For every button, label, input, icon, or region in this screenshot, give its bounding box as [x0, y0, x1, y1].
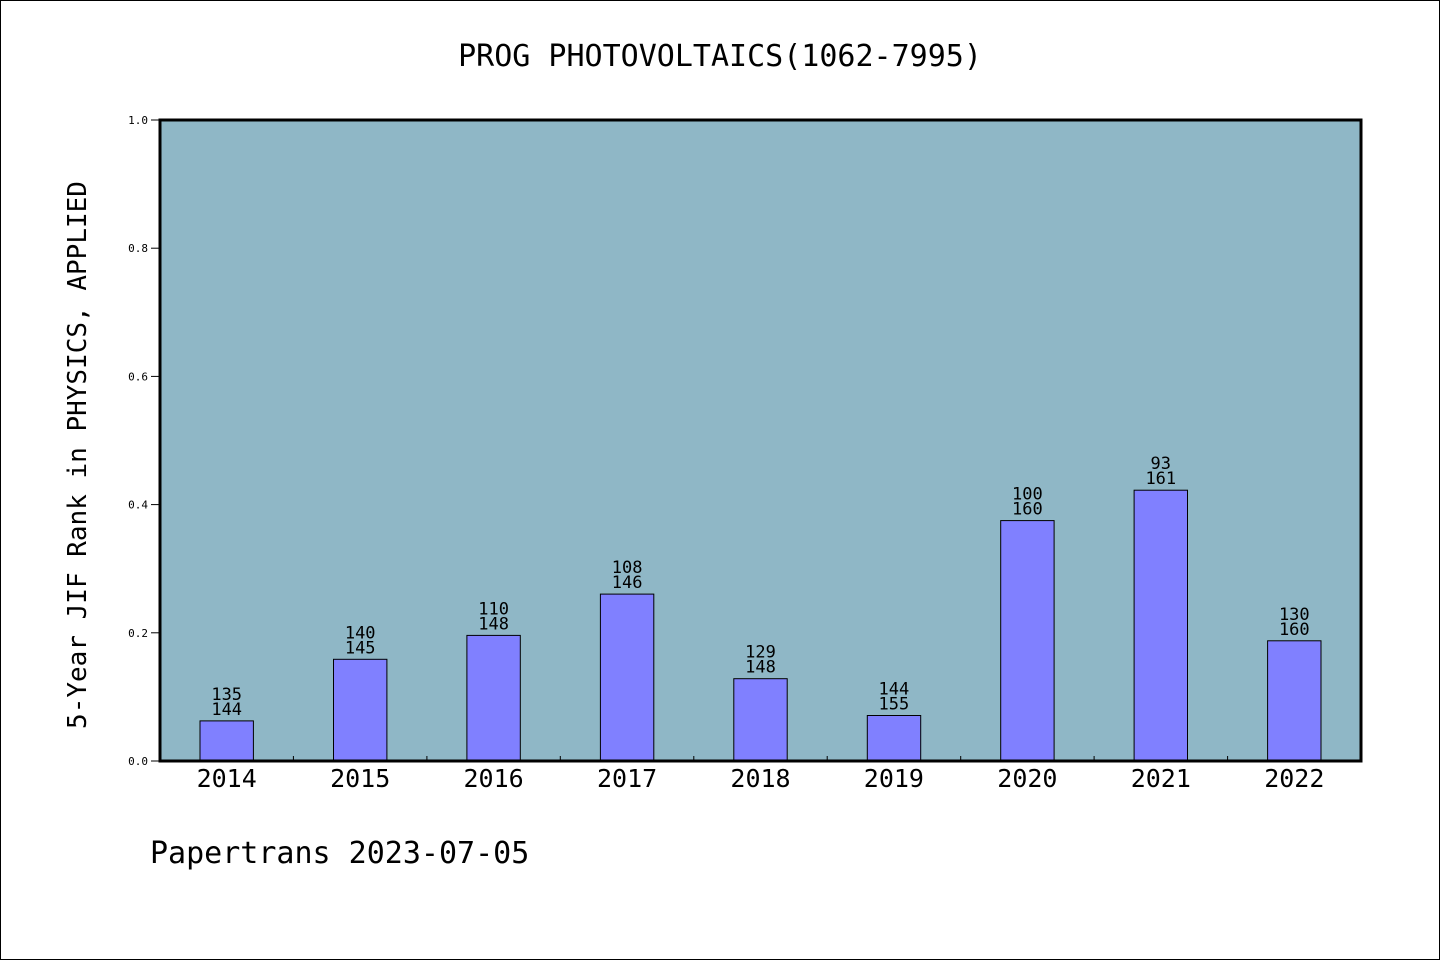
x-tick-label: 2014 [197, 764, 257, 793]
x-tick-label: 2017 [597, 764, 657, 793]
y-tick-label: 0.2 [128, 627, 148, 640]
bar [1133, 489, 1188, 762]
footer-text: Papertrans 2023-07-05 [150, 836, 529, 871]
bar-label-top: 140 [345, 623, 376, 643]
bar-label-top: 110 [478, 599, 509, 619]
bar-label-top: 144 [879, 680, 910, 700]
x-tick-label: 2019 [864, 764, 924, 793]
bar-label-bottom: 148 [478, 614, 509, 634]
bar [733, 678, 788, 762]
bar-label-bottom: 155 [879, 695, 910, 715]
bar [333, 658, 388, 762]
y-tick-label: 0.8 [128, 242, 148, 255]
x-tick-label: 2022 [1264, 764, 1324, 793]
bar-label-bottom: 160 [1012, 500, 1043, 520]
bar-label-top: 129 [745, 643, 776, 663]
bar [866, 715, 922, 762]
y-tick-label: 0.0 [128, 755, 148, 768]
chart-title: PROG PHOTOVOLTAICS(1062-7995) [458, 39, 982, 74]
bar-label-bottom: 146 [612, 573, 643, 593]
bars-layer: 1351441401451101481081461291481441551001… [199, 454, 1322, 762]
y-axis: 0.0 0.2 0.4 0.6 0.8 1.0 [128, 114, 160, 768]
x-tick-label: 2015 [330, 764, 390, 793]
bar-label-top: 108 [612, 558, 643, 578]
bar-label-top: 100 [1012, 485, 1043, 505]
y-axis-label: 5-Year JIF Rank in PHYSICS, APPLIED [63, 181, 93, 729]
bar [1000, 520, 1055, 762]
y-tick-label: 1.0 [128, 114, 148, 127]
bar [466, 634, 521, 762]
y-tick-label: 0.4 [128, 499, 148, 512]
bar [199, 720, 254, 762]
x-tick-label: 2018 [730, 764, 790, 793]
bar-label-bottom: 145 [345, 638, 376, 658]
bar-label-bottom: 161 [1145, 469, 1176, 489]
bar-label-bottom: 160 [1279, 620, 1310, 640]
bar-label-top: 130 [1279, 605, 1310, 625]
y-tick-label: 0.6 [128, 370, 148, 383]
plot-border [158, 118, 1363, 763]
bar-label-top: 93 [1151, 454, 1171, 474]
bar-label-bottom: 144 [211, 700, 242, 720]
x-tick-label: 2021 [1131, 764, 1191, 793]
bar [599, 593, 655, 762]
x-tick-label: 2016 [463, 764, 523, 793]
bar [1267, 640, 1322, 762]
bar-label-bottom: 148 [745, 658, 776, 678]
x-tick-label: 2020 [997, 764, 1057, 793]
bar-label-top: 135 [211, 685, 242, 705]
x-axis: 2014 2015 2016 2017 2018 2019 2020 2021 2022 [197, 756, 1324, 793]
